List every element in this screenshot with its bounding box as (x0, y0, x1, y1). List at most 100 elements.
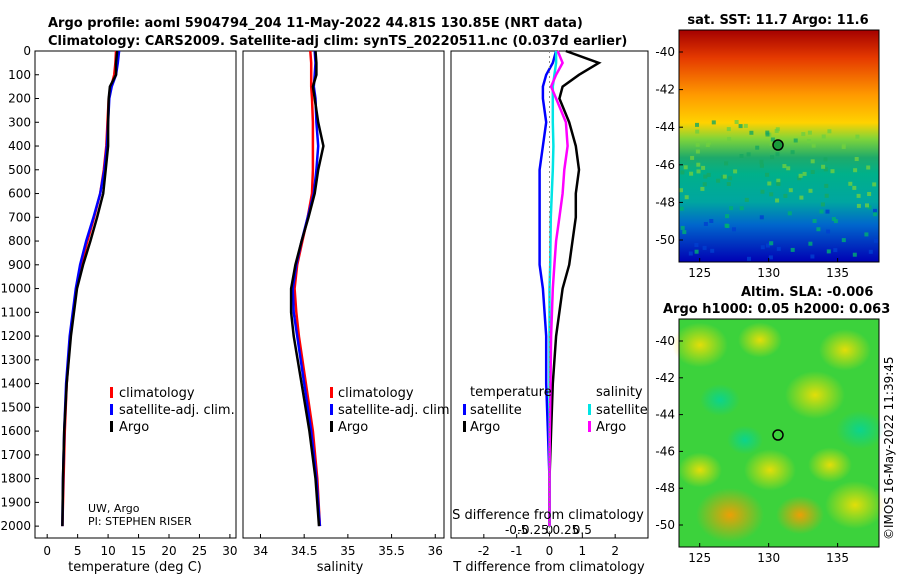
sst-pixel (688, 251, 693, 256)
sla-blob (825, 481, 885, 529)
sst-pixel (873, 208, 877, 213)
depth-tick-label: 500 (8, 163, 31, 177)
x-tick-label: 1 (579, 544, 587, 558)
sst-pixel (808, 188, 813, 193)
sst-pixel (724, 223, 729, 228)
sst-pixel (788, 188, 793, 193)
sst-pixel (727, 137, 732, 142)
x-tick-label: 30 (222, 544, 237, 558)
sla-blob (785, 371, 845, 419)
s-difference-xlabel: S difference from climatology (452, 508, 644, 523)
map-y-tick-label: -48 (655, 481, 675, 495)
sst-pixel (690, 155, 695, 160)
sst-pixel (824, 193, 829, 198)
sst-pixel (769, 192, 774, 197)
sst-pixel (701, 165, 706, 170)
sst-pixel (855, 134, 860, 139)
sst-pixel (707, 140, 712, 145)
salinity-tick-labels: 34 34.5 35 35.5 36 (253, 534, 443, 558)
depth-tick-label: 1400 (0, 377, 31, 391)
depth-tick-label: 1800 (0, 472, 31, 486)
sst-map-texture (679, 120, 878, 261)
sst-pixel (729, 206, 734, 211)
legend-satellite-label: satellite-adj. clim. (119, 403, 235, 418)
legend-climatology-label: climatology (338, 386, 414, 401)
map-y-tick-label: -46 (655, 444, 675, 458)
sst-pixel (799, 195, 804, 200)
sst-pixel (824, 183, 829, 188)
sst-pixel (864, 232, 869, 237)
legend-satellite-swatch (330, 404, 333, 415)
salinity-axes (242, 50, 445, 539)
legend-s-argo-label: Argo (596, 420, 626, 435)
sst-pixel (807, 139, 811, 143)
legend-argo-label: Argo (338, 420, 368, 435)
sst-pixel (770, 137, 775, 142)
sla-tick-labels: 125 130 135 -40 -42 -44 -46 -48 -50 (655, 334, 849, 565)
x-tick-label: 36 (428, 544, 443, 558)
sla-map-texture (672, 322, 885, 543)
sst-pixel (738, 124, 743, 129)
temperature-axes (34, 50, 237, 539)
map-y-tick-label: -42 (655, 83, 675, 97)
sst-pixel (726, 127, 731, 132)
series-line-salinity-argo (548, 50, 569, 527)
legend-argo-swatch (330, 421, 333, 432)
depth-tick-label: 1000 (0, 282, 31, 296)
watermark: ©IMOS 16-May-2022 11:39:45 (882, 356, 896, 540)
sst-pixel (705, 143, 710, 147)
sst-pixel (852, 252, 857, 257)
sla-blob (836, 410, 884, 450)
sst-pixel (767, 181, 772, 186)
s-diff-tick-label: -0.5 (505, 523, 528, 537)
salinity-xlabel: salinity (317, 560, 364, 575)
depth-tick-label: 0 (23, 44, 31, 58)
sst-pixel (787, 211, 792, 216)
legend-s-satellite-swatch (588, 404, 591, 415)
map-x-tick-label: 135 (826, 551, 849, 565)
depth-tick-label: 1700 (0, 448, 31, 462)
t-difference-xlabel: T difference from climatology (452, 560, 645, 575)
sst-pixel (867, 192, 872, 196)
series-line-temperature-argo (548, 49, 602, 527)
legend-t-satellite-label: satellite (470, 403, 522, 418)
sst-pixel (695, 149, 700, 154)
salinity-panel: 34 34.5 35 35.5 36 salinity climatology sate… (242, 50, 454, 575)
sla-blob (776, 495, 824, 535)
depth-tick-label: 1500 (0, 400, 31, 414)
salinity-legend: climatology satellite-adj. clim. Argo (330, 386, 454, 435)
sst-pixel (872, 182, 877, 187)
series-line-argo (61, 50, 119, 527)
sst-pixel (728, 176, 733, 181)
sst-pixel (841, 145, 846, 149)
sst-tick-labels: 125 130 135 -40 -42 -44 -46 -48 -50 (655, 45, 849, 280)
sst-pixel (820, 202, 825, 207)
sst-pixel (680, 170, 685, 175)
x-tick-label: 0 (43, 544, 51, 558)
sst-pixel (749, 130, 754, 135)
map-y-tick-label: -40 (655, 334, 675, 348)
sla-blob (672, 322, 728, 368)
map-x-tick-label: 135 (826, 266, 849, 280)
sst-pixel (706, 172, 711, 177)
sst-pixel (865, 203, 869, 208)
sla-blob (696, 487, 764, 543)
sst-pixel (868, 249, 873, 254)
x-tick-label: 34 (253, 544, 268, 558)
legend-climatology-swatch (110, 387, 113, 398)
sst-pixel (759, 163, 764, 168)
sst-pixel (683, 165, 688, 170)
sla-blob (700, 384, 740, 416)
sst-pixel (802, 171, 807, 176)
figure-title-line2: Climatology: CARS2009. Satellite-adj cli… (48, 34, 627, 49)
depth-tick-label: 2000 (0, 519, 31, 533)
sst-pixel (702, 245, 707, 250)
sst-pixel (827, 129, 832, 134)
sst-pixel (826, 229, 831, 234)
sst-pixel (684, 195, 689, 200)
sst-pixel (807, 130, 812, 135)
sst-pixel (747, 256, 751, 261)
sst-pixel (733, 169, 738, 174)
sst-pixel (695, 129, 700, 134)
sst-pixel (856, 193, 861, 198)
